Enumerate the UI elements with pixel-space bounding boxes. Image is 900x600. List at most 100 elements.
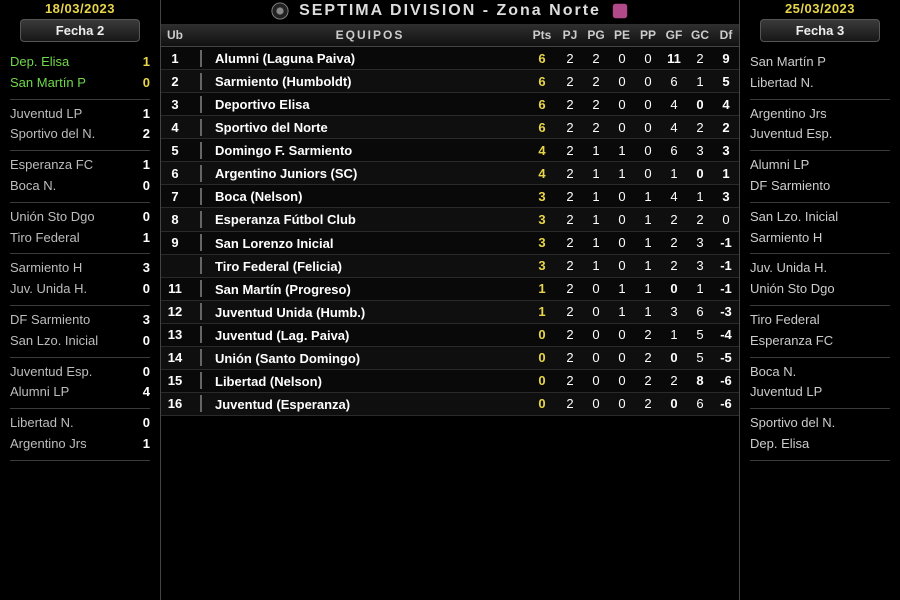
fixture-team: Juventud LP bbox=[10, 104, 136, 125]
table-row[interactable]: Tiro Federal (Felicia)3210123-1 bbox=[161, 254, 739, 277]
fixture-team: Alumni LP bbox=[10, 382, 136, 403]
right-round-tab[interactable]: Fecha 3 bbox=[760, 19, 880, 42]
team-name: Juventud (Lag. Paiva) bbox=[215, 328, 349, 343]
fixture-team: Juventud Esp. bbox=[10, 362, 136, 383]
fixture[interactable]: Juventud LP1Sportivo del N.2 bbox=[10, 100, 150, 152]
standings-header: Ub EQUIPOS Pts PJ PG PE PP GF GC Df bbox=[161, 24, 739, 47]
fixture-team: Alumni LP bbox=[750, 155, 890, 176]
fixture[interactable]: Tiro FederalEsperanza FC bbox=[750, 306, 890, 358]
fixture[interactable]: San Martín PLibertad N. bbox=[750, 48, 890, 100]
right-date: 25/03/2023 bbox=[740, 0, 900, 19]
league-logo-left-icon bbox=[271, 2, 289, 20]
fixture-score: 0 bbox=[136, 413, 150, 434]
fixture[interactable]: Juventud Esp.0Alumni LP4 bbox=[10, 358, 150, 410]
fixture-team: Tiro Federal bbox=[10, 228, 136, 249]
fixture-team: Sarmiento H bbox=[10, 258, 136, 279]
fixture-team: Libertad N. bbox=[750, 73, 890, 94]
left-round-tab[interactable]: Fecha 2 bbox=[20, 19, 140, 42]
table-row[interactable]: 13Juventud (Lag. Paiva)0200215-4 bbox=[161, 323, 739, 346]
fixture-team: Dep. Elisa bbox=[750, 434, 890, 455]
fixture[interactable]: San Lzo. InicialSarmiento H bbox=[750, 203, 890, 255]
team-crest-icon bbox=[200, 257, 202, 274]
team-crest-icon bbox=[200, 73, 202, 90]
fixture-score: 1 bbox=[136, 228, 150, 249]
team-crest-icon bbox=[200, 142, 202, 159]
fixture-team: Juventud Esp. bbox=[750, 124, 890, 145]
fixture-score: 0 bbox=[136, 331, 150, 352]
standings-body: 1Alumni (Laguna Paiva)6220011292Sarmient… bbox=[161, 47, 739, 416]
table-row[interactable]: 1Alumni (Laguna Paiva)622001129 bbox=[161, 47, 739, 70]
fixture-team: Sportivo del N. bbox=[750, 413, 890, 434]
fixture-score: 0 bbox=[136, 279, 150, 300]
layout-root: 18/03/2023 Fecha 2 Dep. Elisa1San Martín… bbox=[0, 0, 900, 600]
team-crest-icon bbox=[200, 96, 202, 113]
team-name: Deportivo Elisa bbox=[215, 97, 310, 112]
team-crest-icon bbox=[200, 234, 202, 251]
table-row[interactable]: 11San Martín (Progreso)1201101-1 bbox=[161, 277, 739, 300]
fixture[interactable]: Libertad N.0Argentino Jrs1 bbox=[10, 409, 150, 461]
table-row[interactable]: 2Sarmiento (Humboldt)62200615 bbox=[161, 70, 739, 93]
center-panel: SEPTIMA DIVISION - Zona Norte Ub EQUIPOS… bbox=[160, 0, 740, 600]
fixture-score: 0 bbox=[136, 362, 150, 383]
col-ub: Ub bbox=[161, 24, 189, 47]
fixture-score: 1 bbox=[136, 434, 150, 455]
table-row[interactable]: 3Deportivo Elisa62200404 bbox=[161, 93, 739, 116]
fixture-score: 2 bbox=[136, 124, 150, 145]
fixture-team: Argentino Jrs bbox=[750, 104, 890, 125]
fixture-score: 3 bbox=[136, 258, 150, 279]
right-panel: 25/03/2023 Fecha 3 San Martín PLibertad … bbox=[740, 0, 900, 600]
fixture[interactable]: DF Sarmiento3San Lzo. Inicial0 bbox=[10, 306, 150, 358]
col-pj: PJ bbox=[557, 24, 583, 47]
table-row[interactable]: 6Argentino Juniors (SC)42110101 bbox=[161, 162, 739, 185]
fixture-score: 1 bbox=[136, 104, 150, 125]
fixture[interactable]: Alumni LPDF Sarmiento bbox=[750, 151, 890, 203]
table-row[interactable]: 14Unión (Santo Domingo)0200205-5 bbox=[161, 346, 739, 369]
fixture[interactable]: Sportivo del N.Dep. Elisa bbox=[750, 409, 890, 461]
fixture-team: Sportivo del N. bbox=[10, 124, 136, 145]
fixture[interactable]: Juv. Unida H.Unión Sto Dgo bbox=[750, 254, 890, 306]
fixture[interactable]: Esperanza FC1Boca N.0 bbox=[10, 151, 150, 203]
fixture[interactable]: Dep. Elisa1San Martín P0 bbox=[10, 48, 150, 100]
table-row[interactable]: 9San Lorenzo Inicial3210123-1 bbox=[161, 231, 739, 254]
fixture[interactable]: Argentino JrsJuventud Esp. bbox=[750, 100, 890, 152]
team-name: Tiro Federal (Felicia) bbox=[215, 259, 342, 274]
fixture-team: Esperanza FC bbox=[10, 155, 136, 176]
league-title: SEPTIMA DIVISION - Zona Norte bbox=[299, 2, 601, 20]
col-df: Df bbox=[713, 24, 739, 47]
left-date: 18/03/2023 bbox=[0, 0, 160, 19]
table-row[interactable]: 12Juventud Unida (Humb.)1201136-3 bbox=[161, 300, 739, 323]
team-name: Sportivo del Norte bbox=[215, 120, 328, 135]
fixture-team: Juventud LP bbox=[750, 382, 890, 403]
col-crest bbox=[189, 24, 213, 47]
table-row[interactable]: 15Libertad (Nelson)0200228-6 bbox=[161, 369, 739, 392]
fixture-score: 3 bbox=[136, 310, 150, 331]
table-row[interactable]: 8Esperanza Fútbol Club32101220 bbox=[161, 208, 739, 231]
league-logo-right-icon bbox=[611, 2, 629, 20]
team-name: San Martín (Progreso) bbox=[215, 282, 351, 297]
team-crest-icon bbox=[200, 165, 202, 182]
team-crest-icon bbox=[200, 211, 202, 228]
fixture-team: Argentino Jrs bbox=[10, 434, 136, 455]
table-row[interactable]: 5Domingo F. Sarmiento42110633 bbox=[161, 139, 739, 162]
fixture-team: Dep. Elisa bbox=[10, 52, 136, 73]
table-row[interactable]: 7Boca (Nelson)32101413 bbox=[161, 185, 739, 208]
fixture-team: Juv. Unida H. bbox=[750, 258, 890, 279]
team-name: Unión (Santo Domingo) bbox=[215, 351, 360, 366]
team-crest-icon bbox=[200, 50, 202, 67]
fixture[interactable]: Sarmiento H3Juv. Unida H.0 bbox=[10, 254, 150, 306]
fixture-team: DF Sarmiento bbox=[750, 176, 890, 197]
fixture-score: 0 bbox=[136, 73, 150, 94]
league-title-bar: SEPTIMA DIVISION - Zona Norte bbox=[161, 0, 739, 24]
team-crest-icon bbox=[200, 349, 202, 366]
fixture-team: Esperanza FC bbox=[750, 331, 890, 352]
fixture-team: Juv. Unida H. bbox=[10, 279, 136, 300]
fixture[interactable]: Unión Sto Dgo0Tiro Federal1 bbox=[10, 203, 150, 255]
table-row[interactable]: 16Juventud (Esperanza)0200206-6 bbox=[161, 392, 739, 415]
fixture-team: Unión Sto Dgo bbox=[750, 279, 890, 300]
table-row[interactable]: 4Sportivo del Norte62200422 bbox=[161, 116, 739, 139]
col-gf: GF bbox=[661, 24, 687, 47]
left-fixture-list: Dep. Elisa1San Martín P0Juventud LP1Spor… bbox=[0, 48, 160, 461]
fixture-team: San Lzo. Inicial bbox=[10, 331, 136, 352]
fixture[interactable]: Boca N.Juventud LP bbox=[750, 358, 890, 410]
col-pp: PP bbox=[635, 24, 661, 47]
